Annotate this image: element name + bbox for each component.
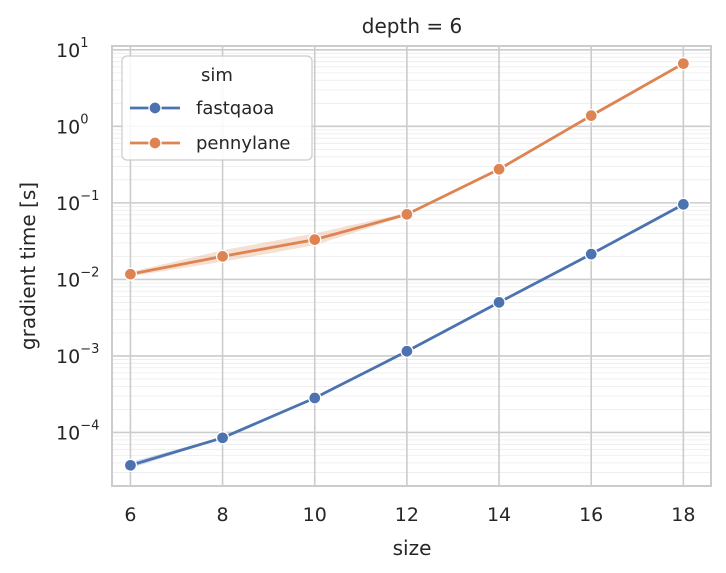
data-point-fastqaoa (676, 197, 691, 212)
series-points (123, 56, 691, 472)
y-tick-label: 10−4 (56, 418, 99, 444)
y-axis-label: gradient time [s] (16, 182, 40, 350)
x-tick-label: 12 (395, 504, 419, 526)
y-tick-label: 10−2 (56, 265, 99, 291)
y-tick-label: 101 (56, 36, 88, 62)
x-tick-label: 16 (579, 504, 603, 526)
legend-box (121, 55, 313, 161)
data-point-pennylane (308, 232, 322, 247)
x-tick-label: 10 (303, 504, 327, 526)
data-point-fastqaoa (492, 295, 506, 310)
y-tick-label: 10−3 (56, 342, 99, 368)
x-tick-labels: 6 8 10 12 14 16 18 (124, 504, 695, 526)
x-tick-label: 18 (671, 504, 695, 526)
x-axis-label: size (393, 536, 432, 560)
legend-swatch-marker (148, 136, 162, 150)
legend-label-fastqaoa: fastqaoa (196, 98, 274, 119)
data-point-pennylane (123, 267, 138, 281)
data-point-fastqaoa (584, 247, 598, 261)
data-point-pennylane (215, 249, 230, 264)
data-point-pennylane (676, 56, 691, 71)
y-tick-labels: 101 100 10−1 10−2 10−3 10−4 (56, 36, 99, 445)
data-point-pennylane (584, 108, 598, 123)
y-tick-label: 100 (56, 112, 88, 138)
data-point-pennylane (492, 162, 506, 176)
legend-swatch-marker (148, 101, 162, 115)
x-tick-label: 8 (217, 504, 229, 526)
legend-label-pennylane: pennylane (196, 133, 290, 154)
data-point-pennylane (400, 207, 414, 221)
y-tick-label: 10−1 (56, 189, 99, 215)
data-point-fastqaoa (308, 391, 322, 405)
data-point-fastqaoa (400, 344, 414, 358)
legend: sim fastqaoa pennylane (121, 55, 313, 161)
legend-title: sim (201, 65, 233, 86)
chart-title: depth = 6 (362, 14, 462, 38)
grid (112, 46, 711, 487)
plot-frame (111, 45, 712, 487)
x-tick-label: 14 (487, 504, 511, 526)
data-point-fastqaoa (215, 431, 230, 445)
data-point-fastqaoa (123, 458, 138, 472)
x-tick-label: 6 (124, 504, 136, 526)
